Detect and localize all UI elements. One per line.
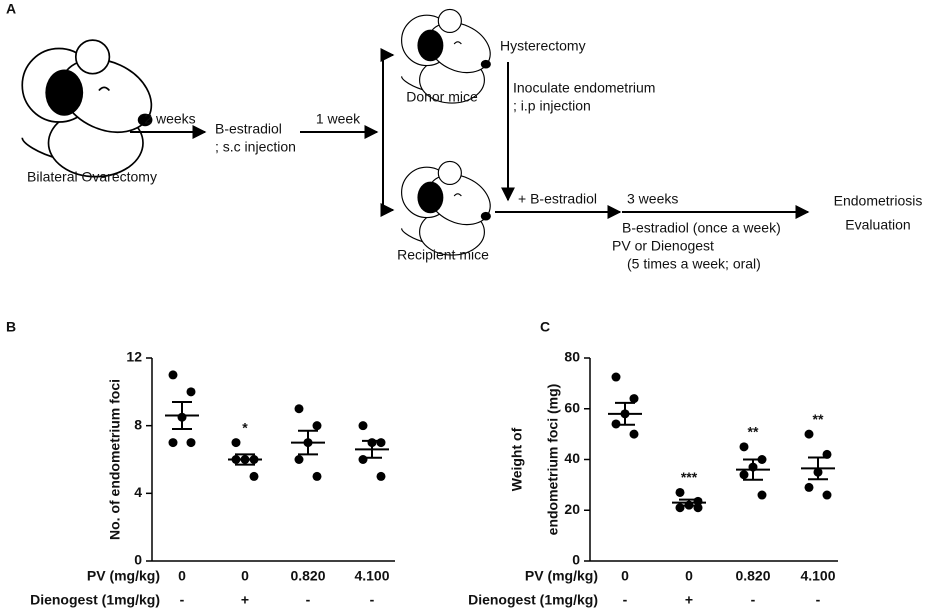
- x-tick-label: 0: [685, 568, 693, 584]
- step-text: + B-estradiol: [518, 191, 597, 207]
- panel-label: C: [540, 319, 550, 335]
- x-tick-label: 0: [178, 568, 186, 584]
- step-text: Donor mice: [406, 89, 478, 105]
- y-tick-label: 8: [134, 416, 142, 432]
- data-point: [822, 490, 832, 500]
- data-point: [186, 438, 196, 448]
- y-tick-label: 12: [126, 349, 142, 365]
- x-tick-label: 4.100: [800, 568, 835, 584]
- row-label: Dienogest (1mg/kg): [468, 592, 598, 608]
- y-axis-label: endometrium foci (mg): [545, 384, 561, 536]
- data-point: [168, 438, 178, 448]
- data-point: [675, 503, 685, 513]
- data-point: [804, 482, 814, 492]
- step-text: 2 weeks: [144, 111, 195, 127]
- significance-label: *: [242, 419, 248, 435]
- x-tick-label: -: [751, 592, 756, 608]
- y-tick-label: 40: [564, 450, 580, 466]
- step-text: B-estradiol: [215, 121, 282, 137]
- data-point: [312, 471, 322, 481]
- x-tick-label: -: [180, 592, 185, 608]
- y-tick-label: 0: [134, 552, 142, 568]
- x-tick-label: 0: [241, 568, 249, 584]
- step-text: (5 times a week; oral): [627, 256, 761, 272]
- outcome-text: Evaluation: [845, 217, 910, 233]
- x-tick-label: +: [241, 592, 249, 608]
- y-axis-label: No. of endometrium foci: [107, 379, 123, 540]
- data-point: [186, 387, 196, 397]
- y-tick-label: 20: [564, 501, 580, 517]
- data-point: [757, 490, 767, 500]
- panel-a: A Bilateral Ovarectomy 2 weeks B-estradi…: [6, 1, 922, 272]
- x-tick-label: 0.820: [735, 568, 770, 584]
- data-point: [804, 429, 814, 439]
- x-tick-label: -: [306, 592, 311, 608]
- significance-label: **: [748, 424, 759, 440]
- row-label: Dienogest (1mg/kg): [30, 592, 160, 608]
- data-point: [629, 429, 639, 439]
- x-tick-label: 0: [621, 568, 629, 584]
- data-point: [693, 503, 703, 513]
- x-tick-label: -: [623, 592, 628, 608]
- y-tick-label: 4: [134, 484, 142, 500]
- data-point: [611, 372, 621, 382]
- x-tick-label: +: [685, 592, 693, 608]
- data-point: [629, 394, 639, 404]
- y-tick-label: 80: [564, 349, 580, 365]
- step-text: 1 week: [316, 111, 361, 127]
- step-text: 3 weeks: [627, 191, 678, 207]
- data-point: [312, 421, 322, 431]
- x-tick-label: -: [370, 592, 375, 608]
- data-point: [358, 421, 368, 431]
- row-label: PV (mg/kg): [525, 568, 598, 584]
- step-text: ; i.p injection: [513, 98, 591, 114]
- significance-label: **: [813, 411, 824, 427]
- step-text: B-estradiol (once a week): [622, 220, 781, 236]
- y-tick-label: 0: [572, 552, 580, 568]
- data-point: [358, 455, 368, 464]
- mouse-icon: [21, 39, 165, 178]
- step-text: Bilateral Ovarectomy: [27, 169, 157, 185]
- step-text: ; s.c injection: [215, 139, 296, 155]
- panel-label: A: [6, 1, 16, 17]
- data-point: [675, 487, 685, 497]
- significance-label: ***: [681, 469, 698, 485]
- data-point: [739, 442, 749, 452]
- row-label: PV (mg/kg): [87, 568, 160, 584]
- step-text: PV or Dienogest: [612, 238, 714, 254]
- x-tick-label: -: [816, 592, 821, 608]
- step-text: Inoculate endometrium: [513, 80, 655, 96]
- y-axis-label: Weight of: [509, 427, 525, 491]
- data-point: [294, 455, 304, 464]
- outcome-text: Endometriosis: [834, 193, 923, 209]
- data-point: [168, 370, 178, 380]
- data-point: [294, 404, 304, 414]
- mouse-icon: [401, 160, 499, 256]
- step-text: Hysterectomy: [500, 38, 586, 54]
- data-point: [249, 471, 259, 481]
- y-tick-label: 60: [564, 399, 580, 415]
- panel-label: B: [6, 319, 16, 335]
- data-point: [376, 471, 386, 481]
- data-point: [376, 438, 386, 448]
- step-text: Recipient mice: [397, 247, 489, 263]
- data-point: [739, 470, 749, 480]
- x-tick-label: 0.820: [290, 568, 325, 584]
- data-point: [231, 438, 241, 448]
- x-tick-label: 4.100: [354, 568, 389, 584]
